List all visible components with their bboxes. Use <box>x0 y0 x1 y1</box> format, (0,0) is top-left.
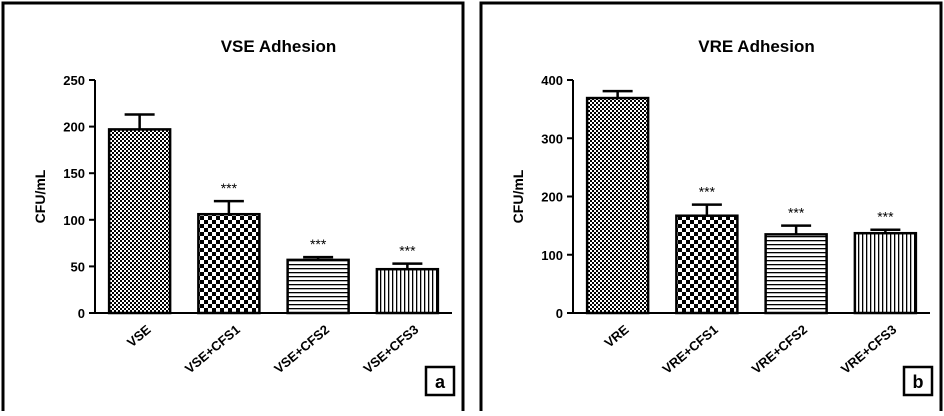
y-tick-label: 100 <box>541 248 563 263</box>
x-tick-label: VRE <box>601 322 631 351</box>
y-tick-label: 100 <box>63 213 85 228</box>
y-tick-label: 250 <box>63 73 85 88</box>
panel-label: a <box>435 372 446 392</box>
chart-title: VSE Adhesion <box>221 37 337 56</box>
x-tick-label: VSE+CFS1 <box>182 322 243 376</box>
bar-vse <box>107 128 172 315</box>
x-tick-label: VSE+CFS3 <box>360 322 421 376</box>
chart-svg: VSE Adhesion CFU/mL 0 50 100 150 200 250 VSE *** V… <box>1 1 465 416</box>
significance-marker: *** <box>877 209 894 225</box>
x-tick-label: VRE+CFS1 <box>659 322 720 377</box>
y-tick-label: 50 <box>71 259 85 274</box>
bar-vre-cfs1 <box>675 214 739 315</box>
y-tick-label: 300 <box>541 131 563 146</box>
significance-marker: *** <box>221 180 238 196</box>
panel-label-box <box>902 365 934 397</box>
significance-marker: *** <box>788 205 805 221</box>
panel-frame <box>1 1 465 416</box>
significance-marker: *** <box>399 243 416 259</box>
y-tick-label: 0 <box>78 306 85 321</box>
y-tick-label: 400 <box>541 73 563 88</box>
x-tick-label: VRE+CFS3 <box>838 322 899 377</box>
chart-title: VRE Adhesion <box>698 37 815 56</box>
y-tick-label: 0 <box>556 306 563 321</box>
chart-svg: VRE Adhesion CFU/mL 0 100 200 300 400 VRE *** VRE… <box>479 1 943 416</box>
panel-label-box <box>424 365 456 397</box>
y-tick-label: 200 <box>63 120 85 135</box>
bar-vse-cfs3 <box>375 267 440 315</box>
y-axis-label: CFU/mL <box>32 169 48 223</box>
x-tick-label: VSE <box>124 322 154 350</box>
y-tick-label: 150 <box>63 166 85 181</box>
y-axis-label: CFU/mL <box>510 169 526 223</box>
x-tick-label: VRE+CFS2 <box>749 322 810 377</box>
panel-frame <box>479 1 943 416</box>
y-tick-label: 200 <box>541 190 563 205</box>
chart-panel-a: VSE Adhesion CFU/mL 0 50 100 150 200 250 VSE *** V… <box>0 0 466 416</box>
panel-label: b <box>913 372 924 392</box>
bar-vre-cfs3 <box>853 231 918 315</box>
significance-marker: *** <box>699 184 716 200</box>
bar-vse-cfs2 <box>286 258 350 315</box>
bar-vre-cfs2 <box>764 233 828 315</box>
bar-vre <box>585 96 650 315</box>
bar-vse-cfs1 <box>197 212 261 315</box>
chart-panel-b: VRE Adhesion CFU/mL 0 100 200 300 400 VRE *** VRE… <box>478 0 944 416</box>
x-tick-label: VSE+CFS2 <box>271 322 332 376</box>
significance-marker: *** <box>310 236 327 252</box>
